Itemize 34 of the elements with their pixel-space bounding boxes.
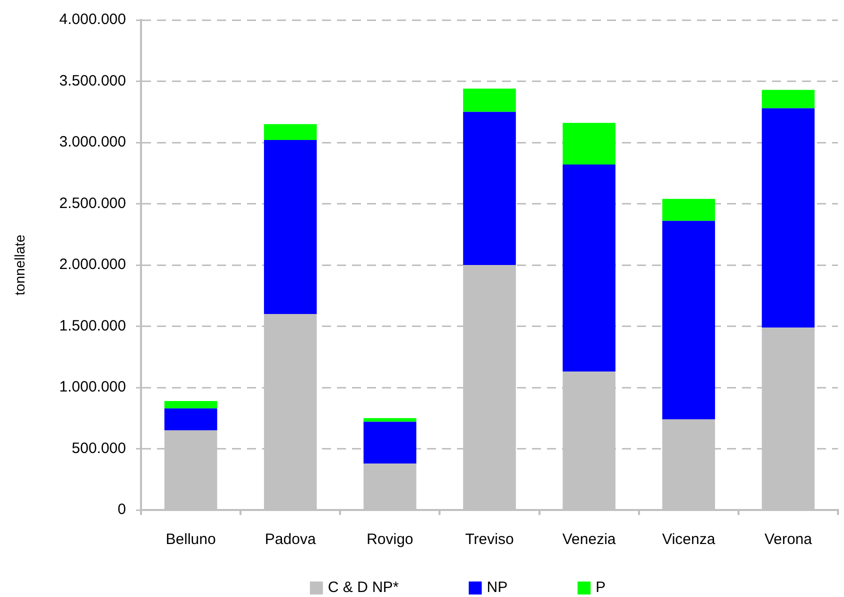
legend-label: NP <box>486 579 508 596</box>
y-tick-label: 2.000.000 <box>59 256 126 274</box>
bar <box>364 422 416 464</box>
bar <box>264 124 317 140</box>
bar <box>762 90 815 108</box>
x-tick-label: Venezia <box>562 531 616 548</box>
bar <box>364 418 416 422</box>
bar <box>762 108 815 328</box>
bar <box>662 220 716 420</box>
bar <box>264 140 317 314</box>
y-axis-title: tonnellate <box>11 234 28 296</box>
bar <box>562 122 616 165</box>
y-tick-label: 500.000 <box>72 440 126 457</box>
y-tick-label: 3.000.000 <box>59 134 126 151</box>
x-tick-label: Verona <box>764 531 813 548</box>
y-tick-label: 3.500.000 <box>59 72 126 90</box>
y-tick-label: 0 <box>118 501 126 518</box>
bar <box>164 408 218 430</box>
y-tick-label: 1.000.000 <box>59 378 126 396</box>
y-tick-label: 4.000.000 <box>59 11 126 28</box>
x-tick-label: Belluno <box>166 531 216 548</box>
legend-label: P <box>596 579 606 596</box>
bar <box>562 164 616 372</box>
y-tick-label: 2.500.000 <box>59 194 126 212</box>
bar <box>463 112 516 265</box>
y-tick-label: 1.500.000 <box>59 317 126 334</box>
x-tick-label: Treviso <box>465 531 514 548</box>
x-tick-label: Rovigo <box>366 531 414 548</box>
legend-label: C & D NP* <box>328 579 399 596</box>
x-tick-label: Padova <box>264 531 316 548</box>
x-tick-label: Vicenza <box>662 531 716 548</box>
bar <box>463 88 516 112</box>
bar <box>164 400 218 408</box>
bar <box>662 198 716 221</box>
